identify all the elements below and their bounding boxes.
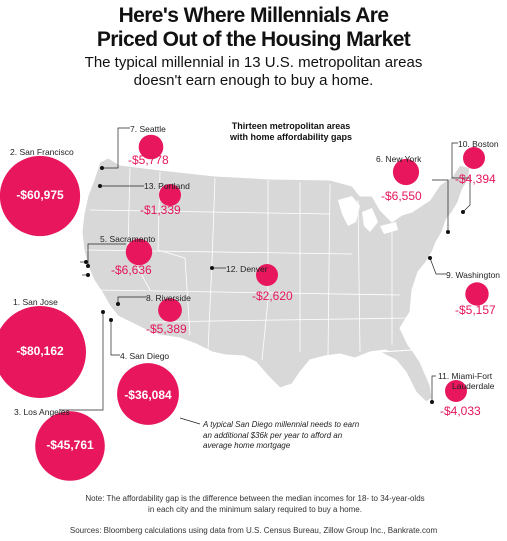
bubble-seattle	[138, 134, 164, 160]
city-label-miami-line-1: 11. Miami-Fort	[438, 371, 493, 381]
gap-value-riverside: -$5,389	[146, 322, 187, 336]
city-dot-new-york	[446, 230, 450, 234]
city-dot-miami	[430, 400, 434, 404]
bubble-san-francisco	[0, 155, 81, 237]
annotation-line-1: A typical San Diego millennial needs to …	[203, 420, 360, 429]
leader-san-diego	[110, 320, 120, 356]
city-dot-sacramento	[86, 264, 90, 268]
gap-value-new-york: -$6,550	[381, 189, 422, 203]
source-credit: Sources: Bloomberg calculations using da…	[69, 526, 438, 535]
note-line-1: Note: The affordability gap is the diffe…	[85, 494, 425, 503]
note: Note: The affordability gap is the diffe…	[20, 493, 490, 515]
city-label-san-diego: 4. San Diego	[120, 351, 170, 361]
gap-value-denver: -$2,620	[252, 289, 293, 303]
map-title-line-2: with home affordability gaps	[229, 132, 352, 142]
leader-seattle	[102, 127, 130, 169]
bubble-riverside	[158, 298, 182, 322]
city-label-san-jose: 1. San Jose	[13, 297, 58, 307]
map-title-line-1: Thirteen metropolitan areas	[231, 121, 351, 131]
gap-bubbles	[0, 134, 489, 481]
bubble-new-york	[392, 158, 420, 186]
annotation-line-2: an additional $36k per year to afford an	[203, 430, 343, 440]
city-label-new-york: 6. New York	[376, 154, 422, 164]
leader-boston	[451, 142, 471, 213]
city-label-riverside: 8. Riverside	[146, 293, 191, 303]
chart-subtitle: The typical millennial in 13 U.S. metrop…	[0, 54, 507, 90]
bubble-los-angeles	[35, 411, 105, 481]
leader-san-diego-annot	[179, 417, 201, 425]
city-dot-san-diego	[109, 318, 113, 322]
note-line-2: in each city and the minimum salary requ…	[148, 505, 362, 514]
city-label-seattle: 7. Seattle	[130, 124, 166, 134]
map-title: Thirteen metropolitan areas with home af…	[196, 121, 386, 143]
bubble-san-diego	[117, 363, 179, 425]
leader-miami	[431, 375, 436, 402]
gap-value-san-francisco: -$60,975	[16, 188, 64, 202]
gap-value-washington: -$5,157	[455, 303, 496, 317]
bubble-portland	[159, 184, 181, 206]
gap-value-miami: -$4,033	[440, 404, 481, 418]
gap-value-san-diego: -$36,084	[124, 388, 172, 402]
san-diego-annotation: A typical San Diego millennial needs to …	[203, 420, 403, 452]
subtitle-line-1: The typical millennial in 13 U.S. metrop…	[84, 54, 423, 71]
city-dot-portland	[98, 184, 102, 188]
city-dot-riverside	[116, 302, 120, 306]
bubble-denver	[256, 264, 278, 286]
annotation-line-3: average home mortgage	[203, 441, 291, 450]
gap-value-portland: -$1,339	[140, 203, 181, 217]
gap-value-sacramento: -$6,636	[111, 263, 152, 277]
leader-riverside	[117, 296, 146, 304]
city-label-boston: 10. Boston	[458, 139, 499, 149]
city-label-denver: 12. Denver	[226, 264, 268, 274]
city-label-los-angeles: 3. Los Angeles	[14, 407, 70, 417]
leader-washington	[429, 257, 446, 275]
florida	[378, 349, 433, 403]
city-label-portland: 13. Portland	[144, 181, 190, 191]
gap-value-boston: -$4,394	[455, 172, 496, 186]
city-label-san-francisco: 2. San Francisco	[10, 147, 74, 157]
leader-los-angeles	[60, 312, 104, 411]
city-dot-los-angeles	[101, 310, 105, 314]
chart-title: Here's Where Millennials Are Priced Out …	[0, 4, 507, 52]
city-dot-denver	[210, 266, 214, 270]
gap-value-seattle: -$5,778	[128, 153, 169, 167]
city-dot-san-francisco	[84, 260, 88, 264]
gap-value-los-angeles: -$45,761	[46, 438, 94, 452]
gap-value-san-jose: -$80,162	[16, 344, 64, 358]
bubble-washington	[465, 282, 489, 306]
bubble-miami	[445, 380, 467, 402]
city-dot-seattle	[100, 166, 104, 170]
leader-sacramento	[87, 243, 126, 266]
leader-new-york	[432, 179, 449, 232]
city-dot-washington	[428, 256, 432, 260]
title-line-2: Priced Out of the Housing Market	[96, 28, 411, 51]
city-dot-san-jose	[86, 273, 90, 277]
bubble-sacramento	[125, 238, 153, 266]
city-label-sacramento: 5. Sacramento	[100, 234, 156, 244]
title-line-1: Here's Where Millennials Are	[118, 4, 389, 27]
city-dots	[84, 166, 465, 404]
city-label-washington: 9. Washington	[446, 270, 501, 280]
city-label-miami-line-2: Lauderdale	[452, 381, 495, 391]
bubble-san-jose	[0, 306, 86, 398]
city-dot-boston	[461, 210, 465, 214]
bubble-boston	[463, 147, 485, 169]
subtitle-line-2: doesn't earn enough to buy a home.	[133, 72, 374, 89]
great-lakes	[338, 196, 398, 234]
